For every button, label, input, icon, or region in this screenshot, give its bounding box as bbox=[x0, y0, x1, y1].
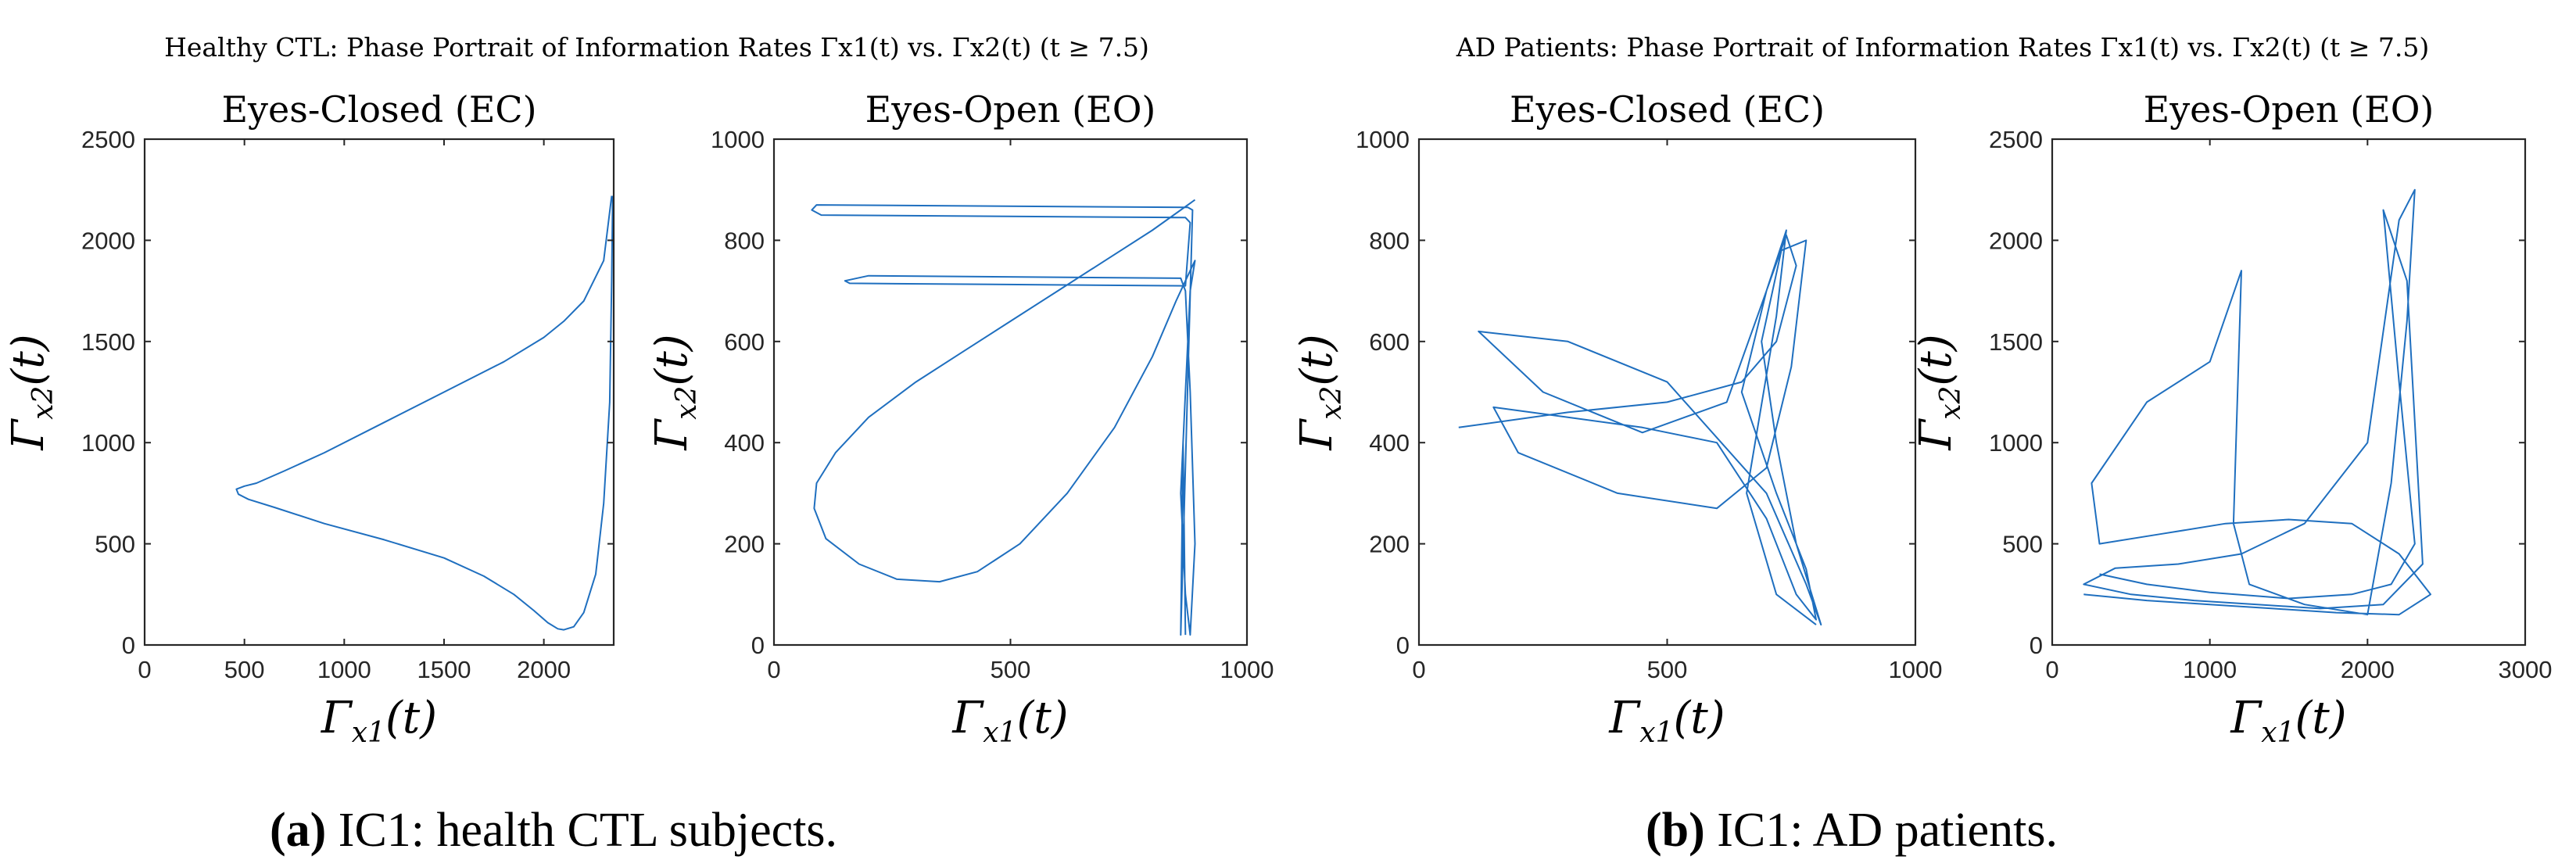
x-axis-label: Γx1(t) bbox=[321, 693, 437, 749]
caption-a-letter: (a) bbox=[270, 804, 326, 857]
series-line-trajectory bbox=[235, 195, 614, 631]
y-tick-label: 2500 bbox=[1989, 126, 2043, 153]
panel-title: Eyes-Open (EO) bbox=[865, 88, 1156, 131]
x-axis-label: Γx1(t) bbox=[1608, 693, 1725, 749]
y-tick-label: 500 bbox=[95, 531, 135, 558]
panel-title: Eyes-Closed (EC) bbox=[221, 88, 536, 131]
x-tick-label: 500 bbox=[1647, 656, 1688, 683]
y-tick-label: 0 bbox=[2030, 632, 2043, 659]
x-tick-label: 1500 bbox=[417, 656, 471, 683]
y-tick-label: 600 bbox=[724, 328, 765, 356]
y-tick-label: 800 bbox=[724, 227, 765, 254]
y-tick-label: 1000 bbox=[711, 126, 765, 153]
y-tick-label: 2000 bbox=[81, 227, 135, 254]
series-line-trajectory bbox=[811, 199, 1196, 636]
y-tick-label: 0 bbox=[751, 632, 765, 659]
y-tick-label: 2500 bbox=[81, 126, 135, 153]
axes-box bbox=[143, 138, 615, 647]
y-tick-label: 500 bbox=[2002, 531, 2043, 558]
caption-a-text: IC1: health CTL subjects. bbox=[326, 804, 837, 857]
y-tick-label: 1000 bbox=[1356, 126, 1410, 153]
x-tick-label: 500 bbox=[991, 656, 1031, 683]
caption-b: (b) IC1: AD patients. bbox=[1646, 804, 2058, 857]
x-tick-label: 2000 bbox=[517, 656, 571, 683]
panel-healthy-ec: 0 500 1000 1500 2000 0 500 1000 1500 2000 2500 Eyes… bbox=[3, 88, 615, 749]
axes-box bbox=[2051, 138, 2527, 647]
y-tick-label: 600 bbox=[1369, 328, 1410, 356]
caption-b-text: IC1: AD patients. bbox=[1705, 804, 2058, 857]
y-tick-label: 400 bbox=[1369, 429, 1410, 457]
x-tick-label: 1000 bbox=[1220, 656, 1274, 683]
y-tick-label: 800 bbox=[1369, 227, 1410, 254]
y-axis-label: Γx2(t) bbox=[647, 334, 703, 450]
x-tick-label: 1000 bbox=[2183, 656, 2237, 683]
group-title-a: Healthy CTL: Phase Portrait of Informati… bbox=[164, 32, 1149, 63]
y-tick-label: 2000 bbox=[1989, 227, 2043, 254]
series-line-trajectory bbox=[1458, 229, 1822, 626]
panel-title: Eyes-Closed (EC) bbox=[1510, 88, 1825, 131]
x-tick-label: 3000 bbox=[2499, 656, 2553, 683]
x-tick-label: 1000 bbox=[1889, 656, 1943, 683]
y-tick-label: 1000 bbox=[81, 429, 135, 457]
y-tick-label: 1000 bbox=[1989, 429, 2043, 457]
y-tick-label: 0 bbox=[122, 632, 135, 659]
panel-healthy-eo: 0 500 1000 0 200 400 600 800 1000 Eyes-Open (EO) Γ… bbox=[647, 88, 1274, 749]
y-tick-label: 200 bbox=[1369, 531, 1410, 558]
axes-box bbox=[1417, 138, 1917, 647]
y-tick-label: 200 bbox=[724, 531, 765, 558]
y-tick-label: 400 bbox=[724, 429, 765, 457]
panel-ad-eo: 0 1000 2000 3000 0 500 1000 1500 2000 2500 Eyes-Op… bbox=[1911, 88, 2552, 749]
y-axis-label: Γx2(t) bbox=[1292, 334, 1348, 450]
series-line-trajectory bbox=[2083, 188, 2431, 616]
panel-ad-ec: 0 500 1000 0 200 400 600 800 1000 Eyes-Closed (EC… bbox=[1292, 88, 1942, 749]
x-tick-label: 1000 bbox=[317, 656, 371, 683]
x-tick-label: 0 bbox=[2045, 656, 2058, 683]
y-axis-label: Γx2(t) bbox=[1911, 334, 1967, 450]
y-tick-label: 0 bbox=[1396, 632, 1410, 659]
caption-a: (a) IC1: health CTL subjects. bbox=[270, 804, 837, 857]
y-tick-label: 1500 bbox=[1989, 328, 2043, 356]
x-axis-label: Γx1(t) bbox=[2230, 693, 2346, 749]
panel-title: Eyes-Open (EO) bbox=[2144, 88, 2434, 131]
group-title-b: AD Patients: Phase Portrait of Informati… bbox=[1456, 32, 2429, 63]
x-tick-label: 0 bbox=[767, 656, 780, 683]
x-tick-label: 2000 bbox=[2341, 656, 2395, 683]
x-tick-label: 0 bbox=[138, 656, 151, 683]
caption-b-letter: (b) bbox=[1646, 804, 1705, 857]
x-tick-label: 0 bbox=[1412, 656, 1425, 683]
x-axis-label: Γx1(t) bbox=[951, 693, 1068, 749]
y-tick-label: 1500 bbox=[81, 328, 135, 356]
x-tick-label: 500 bbox=[224, 656, 265, 683]
y-axis-label: Γx2(t) bbox=[3, 334, 59, 450]
